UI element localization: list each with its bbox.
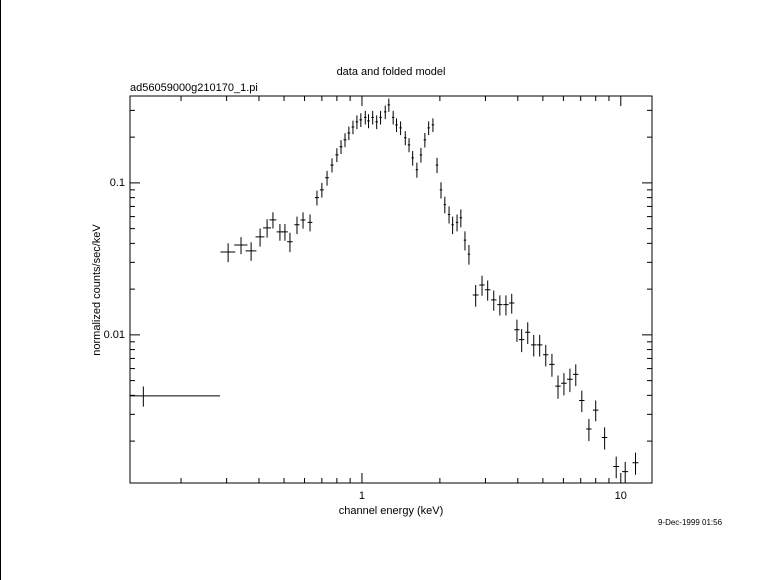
data-point <box>518 329 525 353</box>
data-point <box>282 224 288 241</box>
data-point <box>543 344 549 367</box>
data-point <box>567 368 573 393</box>
data-point <box>490 290 497 311</box>
data-point <box>503 295 509 316</box>
data-point <box>391 110 395 125</box>
data-point <box>407 138 411 153</box>
data-point <box>371 110 374 125</box>
x-axis-label: channel energy (keV) <box>339 505 444 517</box>
data-point <box>514 319 520 342</box>
data-point <box>423 132 427 148</box>
x-tick-label: 10 <box>615 490 627 502</box>
data-point <box>573 364 579 387</box>
data-point <box>592 400 599 422</box>
data-point <box>509 293 515 314</box>
data-point <box>269 212 277 229</box>
data-point <box>419 147 423 163</box>
data-point <box>130 386 221 407</box>
data-point <box>427 121 430 136</box>
data-point <box>335 148 339 163</box>
data-point <box>411 151 414 166</box>
data-point <box>287 232 293 253</box>
data-point <box>415 162 419 178</box>
data-point <box>632 452 639 475</box>
data-point <box>549 353 555 377</box>
data-point <box>463 231 467 251</box>
chart-title: data and folded model <box>337 66 446 78</box>
data-point <box>447 206 451 224</box>
data-point <box>531 334 537 357</box>
data-point <box>347 126 351 141</box>
data-point <box>234 237 248 255</box>
data-point <box>307 214 313 232</box>
data-point <box>536 334 543 357</box>
data-point <box>379 110 382 125</box>
data-point <box>359 113 363 128</box>
data-point <box>319 182 324 198</box>
data-point <box>263 219 271 238</box>
data-point <box>367 114 370 129</box>
data-point <box>355 115 359 130</box>
data-point <box>314 190 319 206</box>
data-point <box>330 158 334 173</box>
x-tick-label: 1 <box>359 490 365 502</box>
plot-frame <box>129 95 653 484</box>
data-point <box>613 456 620 479</box>
data-point <box>435 157 439 174</box>
data-point <box>245 242 257 261</box>
data-point <box>459 209 463 228</box>
data-point <box>399 121 402 136</box>
data-point <box>276 224 284 241</box>
data-point <box>484 280 491 301</box>
data-point <box>467 245 471 265</box>
data-point <box>325 170 329 186</box>
y-tick-label: 0.01 <box>104 329 125 341</box>
data-point <box>443 196 447 214</box>
data-point <box>363 110 367 125</box>
data-point <box>439 182 443 199</box>
data-point <box>343 133 347 148</box>
data-point <box>579 390 585 413</box>
data-point <box>472 284 479 307</box>
data-point <box>525 322 531 345</box>
data-point <box>404 131 407 146</box>
data-point <box>586 418 592 442</box>
data-point <box>497 295 503 316</box>
data-point <box>455 214 459 232</box>
data-point <box>300 212 306 229</box>
data-point <box>479 275 485 296</box>
data-point <box>561 373 567 396</box>
data-point <box>375 115 378 130</box>
data-point <box>431 118 435 133</box>
data-point <box>339 140 343 154</box>
chart-subtitle: ad56059000g210170_1.pi <box>130 82 258 94</box>
data-point <box>555 375 561 399</box>
timestamp: 9-Dec-1999 01:56 <box>658 518 723 527</box>
data-point <box>601 427 608 450</box>
data-point <box>395 118 398 133</box>
data-point <box>255 228 265 247</box>
data-point <box>384 105 387 120</box>
data-point <box>622 461 629 483</box>
data-point <box>451 216 454 235</box>
data-point <box>294 216 300 235</box>
y-axis-label: normalized counts/sec/keV <box>91 224 103 356</box>
data-point <box>387 98 391 112</box>
data-point <box>220 243 236 263</box>
y-tick-label: 0.1 <box>110 177 125 189</box>
data-point <box>351 120 355 135</box>
